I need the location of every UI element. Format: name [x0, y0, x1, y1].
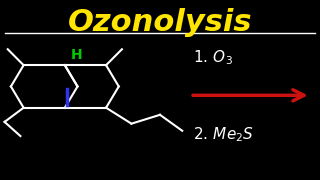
Text: $2.\/ Me_2S$: $2.\/ Me_2S$ — [193, 125, 254, 144]
Text: $1.\/ O_3$: $1.\/ O_3$ — [193, 49, 233, 68]
Text: H: H — [71, 48, 83, 62]
Text: Ozonolysis: Ozonolysis — [68, 8, 252, 37]
